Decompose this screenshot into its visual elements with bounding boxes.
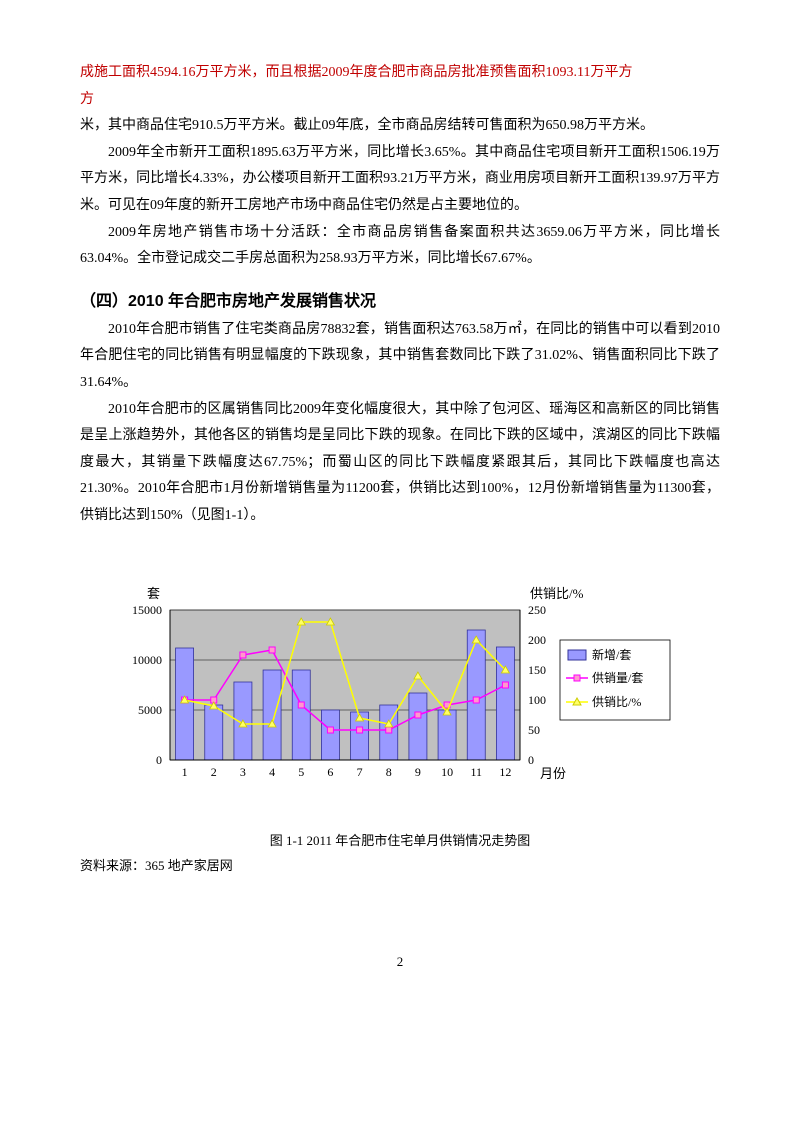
text-red: 成施工面积4594.16万平方米，而且根据2009年度合肥市商品房批准预售面积1… <box>80 65 632 80</box>
svg-text:10000: 10000 <box>132 653 162 667</box>
svg-text:4: 4 <box>269 765 275 779</box>
svg-text:供销比/%: 供销比/% <box>530 586 584 601</box>
svg-text:0: 0 <box>528 753 534 767</box>
svg-text:150: 150 <box>528 663 546 677</box>
svg-text:月份: 月份 <box>540 766 566 781</box>
paragraph-1b: 米，其中商品住宅910.5万平方米。截止09年底，全市商品房结转可售面积为650… <box>80 113 720 140</box>
svg-text:10: 10 <box>441 765 453 779</box>
paragraph-5: 2010年合肥市的区属销售同比2009年变化幅度很大，其中除了包河区、瑶海区和高… <box>80 397 720 530</box>
page: 成施工面积4594.16万平方米，而且根据2009年度合肥市商品房批准预售面积1… <box>0 0 800 1010</box>
svg-text:200: 200 <box>528 633 546 647</box>
paragraph-1b-line1: 方 <box>80 87 720 114</box>
supply-demand-chart: 050001000015000050100150200250套供销比/%月份12… <box>90 580 710 820</box>
chart-caption: 图 1-1 2011 年合肥市住宅单月供销情况走势图 <box>80 830 720 849</box>
svg-text:12: 12 <box>499 765 511 779</box>
paragraph-4: 2010年合肥市销售了住宅类商品房78832套，销售面积达763.58万㎡，在同… <box>80 317 720 397</box>
svg-text:5000: 5000 <box>138 703 162 717</box>
svg-text:供销比/%: 供销比/% <box>592 695 641 709</box>
svg-text:8: 8 <box>386 765 392 779</box>
paragraph-2: 2009年全市新开工面积1895.63万平方米，同比增长3.65%。其中商品住宅… <box>80 140 720 220</box>
svg-text:9: 9 <box>415 765 421 779</box>
svg-text:250: 250 <box>528 603 546 617</box>
svg-text:1: 1 <box>182 765 188 779</box>
page-number: 2 <box>80 954 720 970</box>
svg-text:3: 3 <box>240 765 246 779</box>
svg-text:7: 7 <box>357 765 363 779</box>
svg-text:6: 6 <box>327 765 333 779</box>
paragraph-3: 2009年房地产销售市场十分活跃：全市商品房销售备案面积共达3659.06万平方… <box>80 220 720 273</box>
svg-text:5: 5 <box>298 765 304 779</box>
svg-text:供销量/套: 供销量/套 <box>592 671 643 685</box>
svg-text:新增/套: 新增/套 <box>592 647 631 662</box>
paragraph-1a: 成施工面积4594.16万平方米，而且根据2009年度合肥市商品房批准预售面积1… <box>80 60 720 87</box>
chart-container: 050001000015000050100150200250套供销比/%月份12… <box>80 580 720 820</box>
chart-source: 资料来源：365 地产家居网 <box>80 855 720 874</box>
svg-text:15000: 15000 <box>132 603 162 617</box>
svg-text:11: 11 <box>470 765 482 779</box>
svg-text:100: 100 <box>528 693 546 707</box>
svg-text:0: 0 <box>156 753 162 767</box>
svg-text:套: 套 <box>147 586 160 601</box>
svg-text:2: 2 <box>211 765 217 779</box>
section-heading: （四）2010 年合肥市房地产发展销售状况 <box>80 287 720 311</box>
svg-text:50: 50 <box>528 723 540 737</box>
